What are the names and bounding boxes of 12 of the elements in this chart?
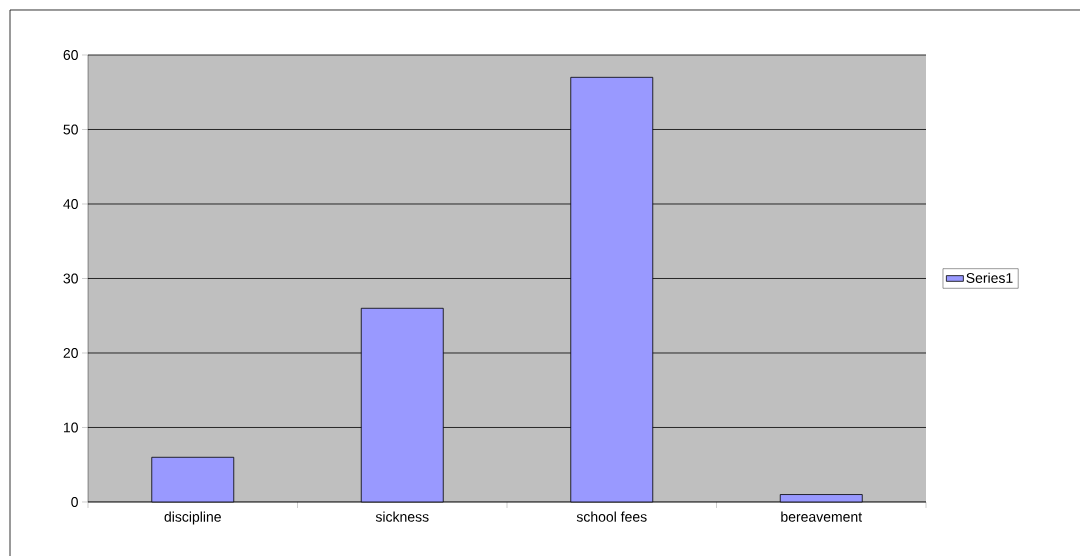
y-tick-label: 50 (63, 124, 78, 135)
x-tick-label: school fees (576, 511, 647, 522)
legend-label: Series1 (966, 272, 1013, 283)
y-tick-label: 30 (63, 273, 78, 284)
x-tick-label: discipline (164, 511, 221, 525)
y-tick-label: 20 (63, 348, 78, 358)
y-tick-label: 40 (63, 199, 78, 209)
x-tick-label: bereavement (781, 511, 862, 522)
y-tick-label: 0 (71, 497, 78, 507)
y-tick-label: 10 (63, 422, 78, 433)
y-tick-label: 60 (63, 50, 78, 60)
x-tick-label: sickness (375, 511, 429, 522)
